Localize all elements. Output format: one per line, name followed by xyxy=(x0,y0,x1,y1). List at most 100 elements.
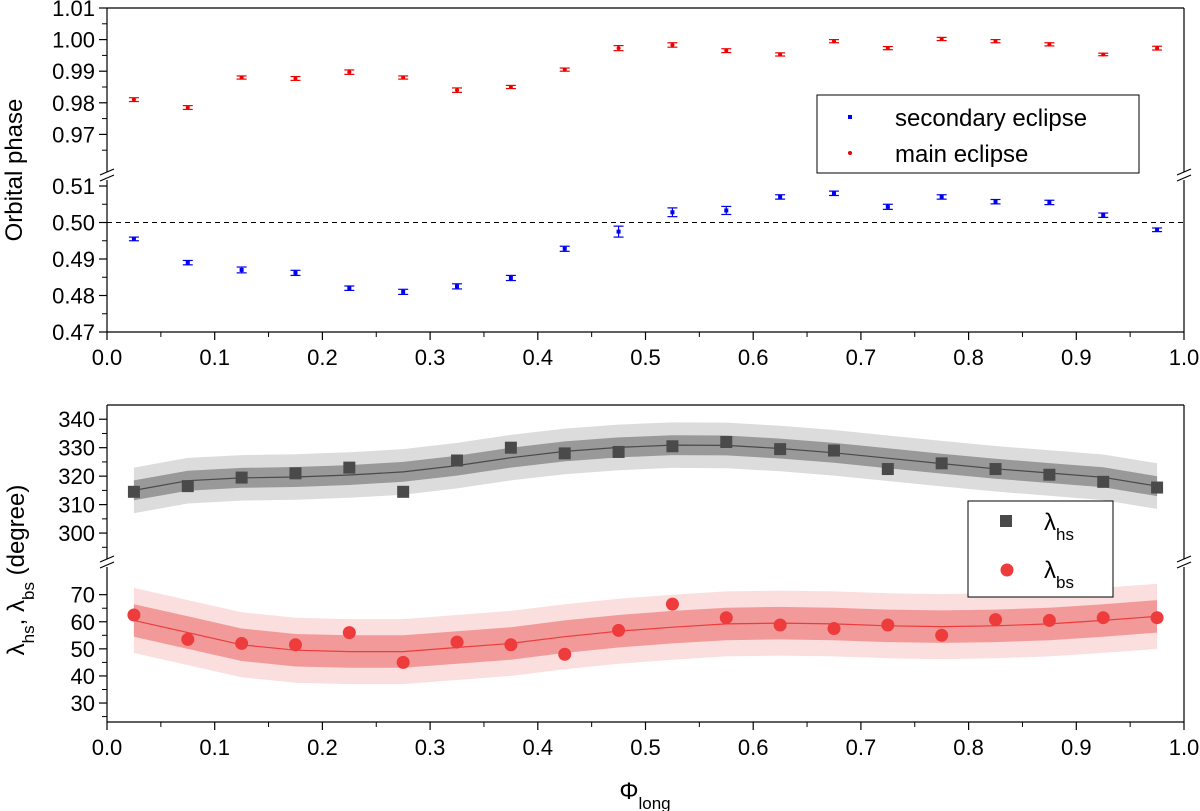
y-tick-label: 320 xyxy=(58,464,95,489)
data-point xyxy=(455,284,460,289)
axis-break-mark xyxy=(99,561,115,569)
y-tick-label: 0.51 xyxy=(52,174,95,199)
data-point xyxy=(181,632,195,646)
data-point xyxy=(239,75,244,80)
data-point xyxy=(1042,613,1056,627)
y-tick-label: 0.97 xyxy=(52,122,95,147)
data-point xyxy=(401,289,406,294)
data-point xyxy=(885,46,890,51)
y-axis-title: λhs, λbs (degree) xyxy=(3,485,38,656)
data-point xyxy=(450,635,464,649)
data-point xyxy=(127,485,140,498)
x-tick-label: 0.9 xyxy=(1061,735,1092,760)
data-point xyxy=(1043,468,1056,481)
axis-break-mark xyxy=(1176,561,1192,569)
data-point xyxy=(1047,200,1052,205)
y-axis-title-part: λ xyxy=(3,643,30,655)
y-tick-label: 0.50 xyxy=(52,211,95,236)
axis-break-mark xyxy=(99,168,115,176)
data-point xyxy=(616,46,621,51)
axis-break-mask xyxy=(99,172,115,180)
data-point xyxy=(778,194,783,199)
data-point xyxy=(239,267,244,272)
data-point xyxy=(1101,213,1106,218)
y-axis-title-part: hs xyxy=(19,625,38,643)
confidence-band-inner xyxy=(133,435,1158,501)
data-point xyxy=(235,636,249,650)
data-point xyxy=(935,628,949,642)
data-point xyxy=(342,626,356,640)
data-point xyxy=(935,457,948,470)
x-tick-label: 1.0 xyxy=(1169,735,1200,760)
y-tick-label: 0.47 xyxy=(52,320,95,345)
y-axis-title-part: , xyxy=(3,612,30,625)
data-point xyxy=(993,199,998,204)
data-point xyxy=(504,441,517,454)
axis-break-mark xyxy=(99,555,115,563)
longitude-panel: 0.0 0.1 0.2 0.3 0.4 0.5 0.6 0.7 0.8 0.9 1.0 300 310 3… xyxy=(3,404,1200,811)
data-point xyxy=(1047,42,1052,47)
legend-label-secondary-eclipse: secondary eclipse xyxy=(895,105,1087,132)
data-point xyxy=(131,97,136,102)
y-tick-label: 70 xyxy=(71,583,95,608)
data-point xyxy=(558,647,572,661)
legend-label-sub: hs xyxy=(1056,525,1074,544)
x-tick-label: 0.0 xyxy=(92,735,123,760)
x-tick-label: 0.3 xyxy=(415,735,446,760)
y-axis-title-part: λ xyxy=(3,600,30,612)
axis-break-mask xyxy=(1176,559,1192,567)
x-tick-label: 0.8 xyxy=(953,345,984,370)
orbital-phase-panel: 0.0 0.1 0.2 0.3 0.4 0.5 0.6 0.7 0.8 0.9 1.0 0.97 0.9… xyxy=(1,0,1199,370)
data-point xyxy=(612,445,625,458)
data-point xyxy=(1151,481,1164,494)
y-tick-label: 0.49 xyxy=(52,247,95,272)
confidence-band-outer xyxy=(133,422,1158,514)
y-axis-title-part: bs xyxy=(19,582,38,600)
data-point xyxy=(616,229,621,234)
data-point xyxy=(289,467,302,480)
data-point xyxy=(881,618,895,632)
y-tick-label: 60 xyxy=(71,610,95,635)
legend: secondary eclipse main eclipse xyxy=(816,94,1140,174)
data-point xyxy=(827,444,840,457)
data-point xyxy=(347,286,352,291)
x-tick-label: 0.2 xyxy=(307,735,338,760)
data-point xyxy=(558,447,571,460)
y-tick-label: 300 xyxy=(58,521,95,546)
data-point xyxy=(1096,611,1110,625)
legend-label-main-eclipse: main eclipse xyxy=(895,141,1028,168)
data-point xyxy=(185,260,190,265)
y-tick-label: 0.98 xyxy=(52,91,95,116)
legend-box xyxy=(816,94,1140,174)
x-tick-label: 0.9 xyxy=(1061,345,1092,370)
data-point xyxy=(881,463,894,476)
data-point xyxy=(778,52,783,57)
x-tick-label: 1.0 xyxy=(1169,345,1200,370)
data-point xyxy=(1097,475,1110,488)
legend-marker-lambda-bs xyxy=(1000,563,1014,577)
fit-line xyxy=(133,615,1158,653)
data-point xyxy=(724,208,729,213)
data-point xyxy=(773,618,787,632)
x-axis-title-sub: long xyxy=(639,794,671,811)
data-point xyxy=(1101,52,1106,57)
data-point xyxy=(831,39,836,44)
data-point xyxy=(185,105,190,110)
y-tick-label: 1.00 xyxy=(52,28,95,53)
axis-break-mark xyxy=(99,174,115,182)
data-point xyxy=(665,597,679,611)
data-point xyxy=(612,623,626,637)
data-point xyxy=(831,191,836,196)
data-point xyxy=(989,613,1003,627)
data-point xyxy=(666,440,679,453)
y-tick-label: 40 xyxy=(71,664,95,689)
data-point xyxy=(504,638,518,652)
data-point xyxy=(1155,46,1160,51)
data-point xyxy=(939,36,944,41)
data-point xyxy=(670,210,675,215)
data-point xyxy=(347,70,352,75)
data-point xyxy=(451,454,464,467)
y-axis-title-part: (degree) xyxy=(3,485,30,582)
